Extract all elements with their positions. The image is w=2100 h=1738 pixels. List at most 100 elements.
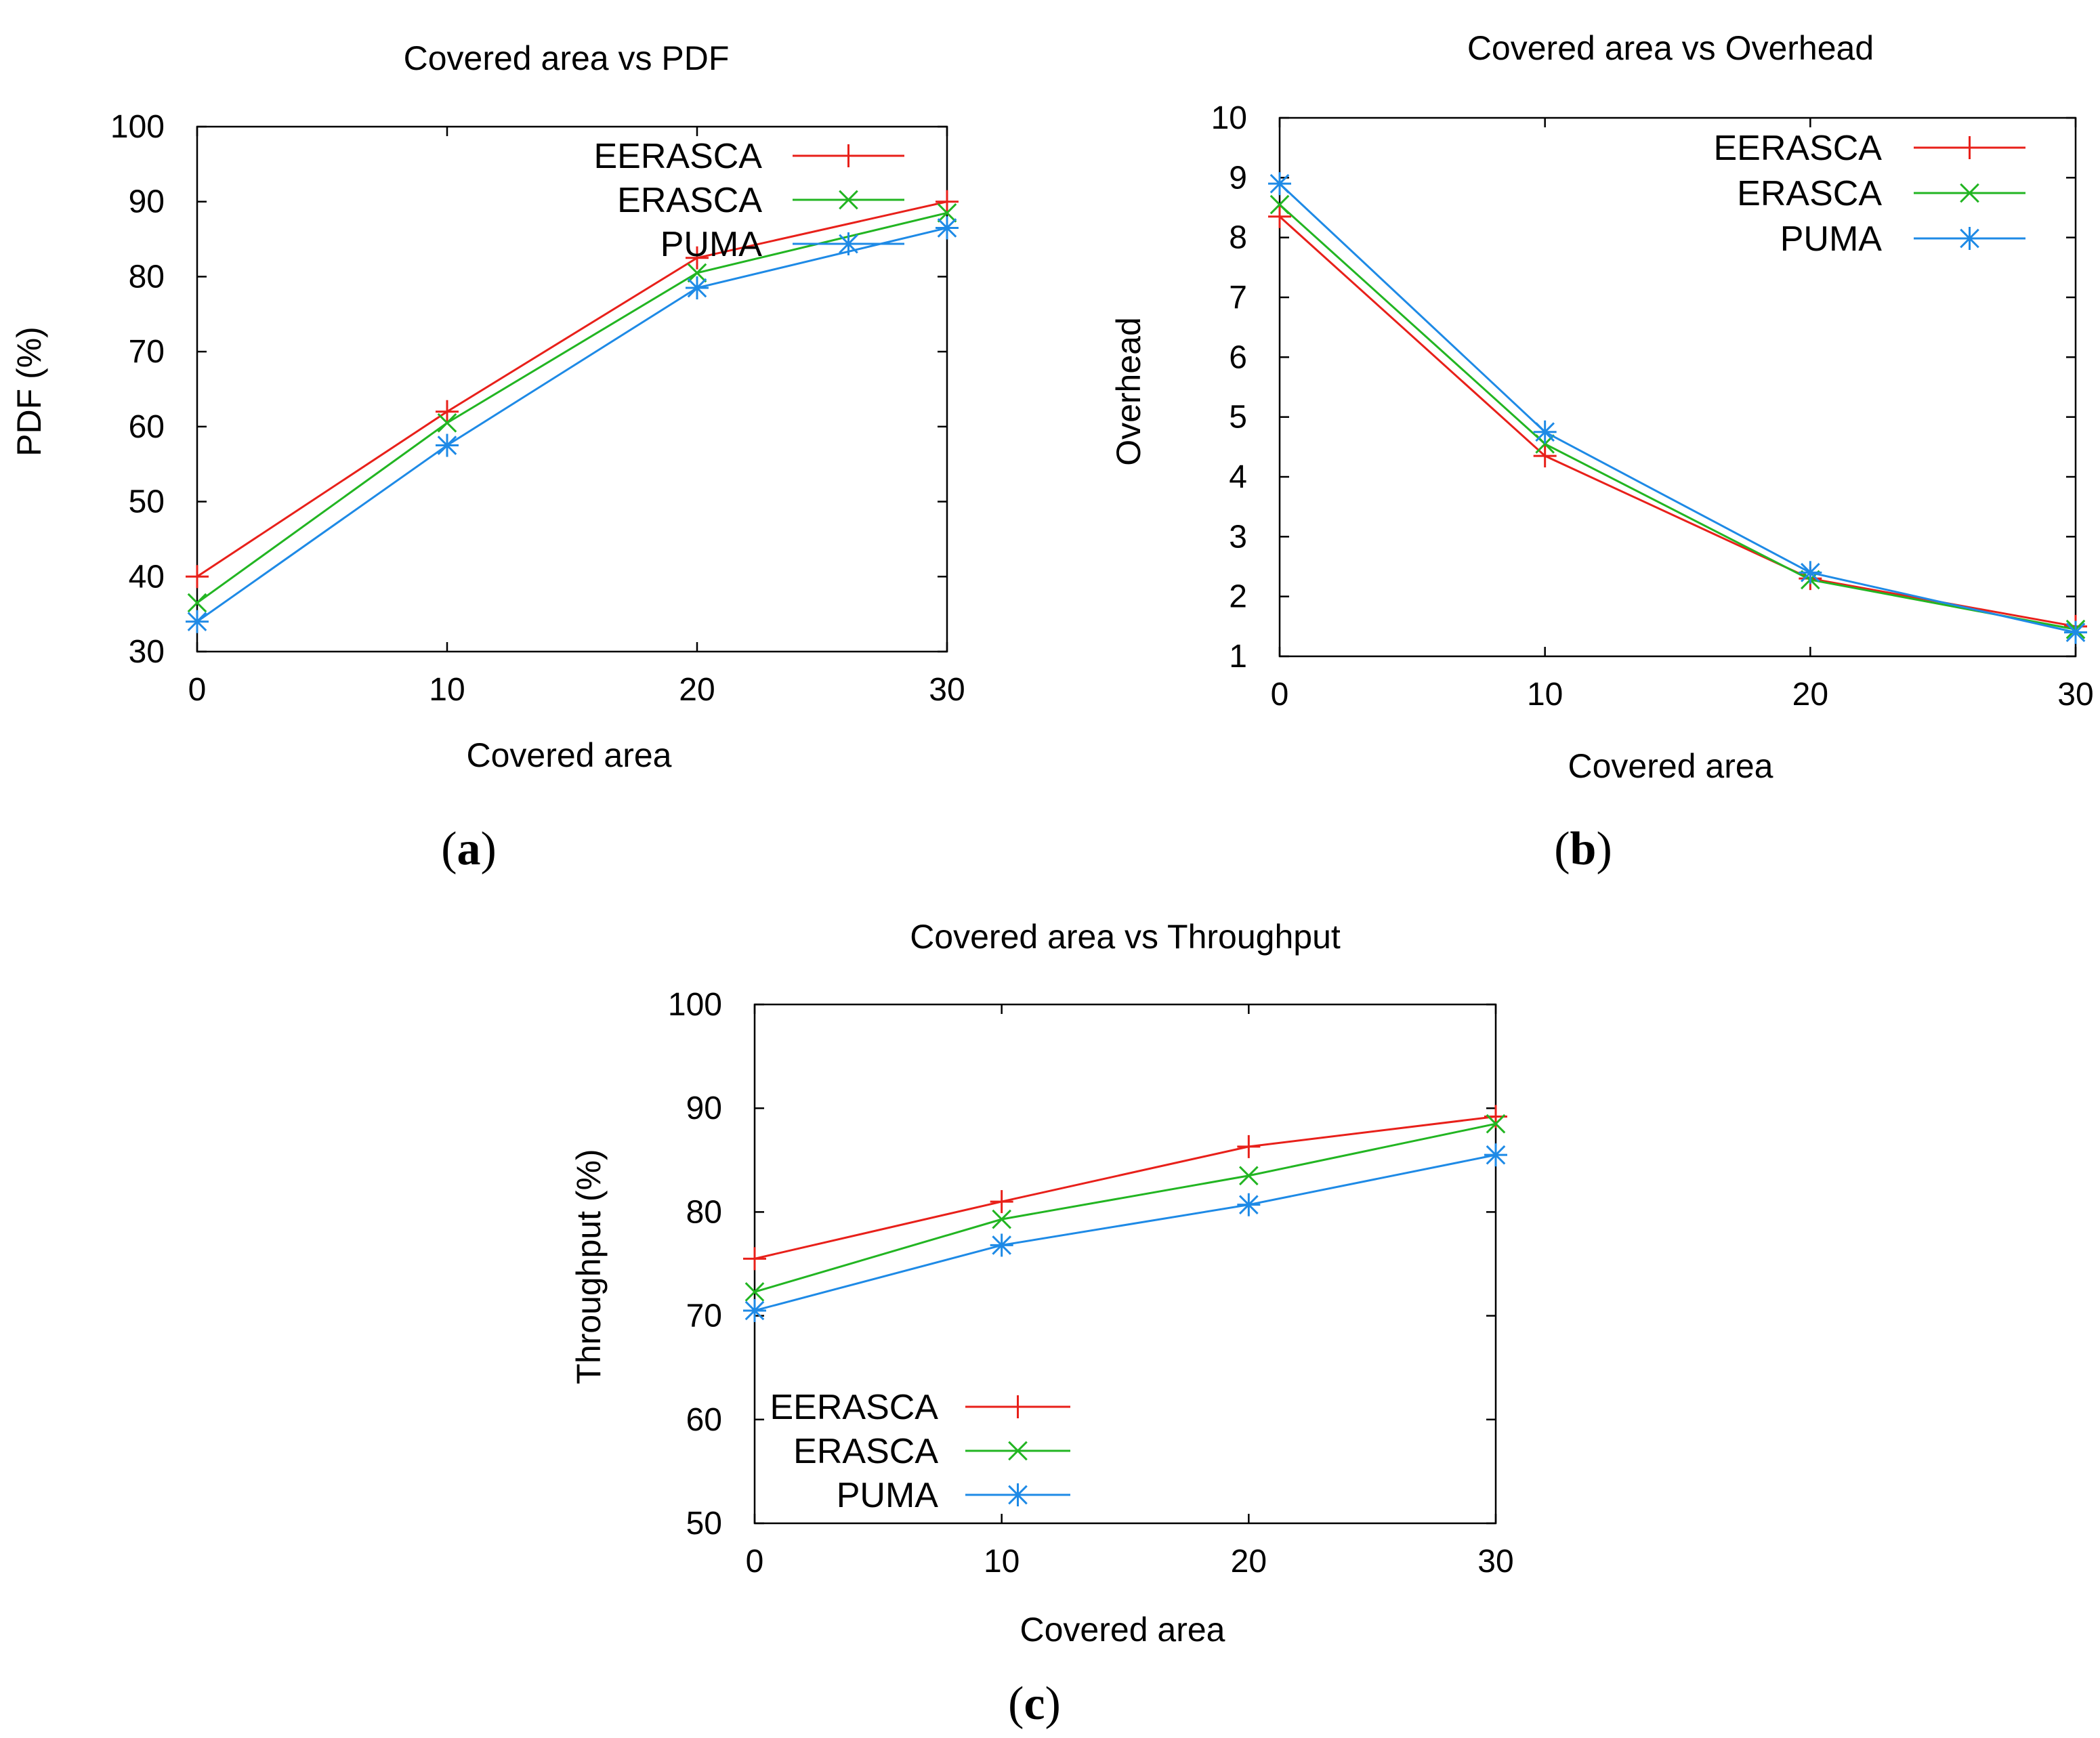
chart-b-legend: EERASCA ERASCA PUMA bbox=[1713, 129, 2025, 259]
chart-a-puma-point bbox=[936, 216, 959, 240]
chart-a-legend-marker-eerasca bbox=[837, 144, 860, 167]
chart-a-puma-point bbox=[686, 276, 709, 300]
chart-b-y-tick-label: 4 bbox=[1229, 459, 1247, 495]
chart-a-erasca-point bbox=[187, 593, 207, 613]
chart-b-y-tick-label: 3 bbox=[1229, 519, 1247, 555]
chart-a-y-tick-label: 80 bbox=[129, 259, 165, 295]
panel-b-caption: (b) bbox=[1554, 823, 1612, 875]
chart-c-series-eerasca-line bbox=[754, 1115, 1496, 1260]
chart-a-x-tick-label: 30 bbox=[929, 672, 965, 708]
chart-b-y-axis-label: Overhead bbox=[1110, 317, 1148, 466]
chart-a-series-eerasca-line bbox=[196, 200, 948, 578]
chart-c-puma-point bbox=[990, 1233, 1013, 1257]
chart-a-y-tick-label: 40 bbox=[129, 559, 165, 595]
panel-b-caption-letter: b bbox=[1570, 823, 1597, 875]
chart-a-legend-marker-puma bbox=[837, 232, 860, 255]
chart-a-legend: EERASCA ERASCA PUMA bbox=[593, 137, 904, 264]
chart-a-title: Covered area vs PDF bbox=[404, 39, 730, 77]
chart-a-y-tick-label: 100 bbox=[110, 109, 165, 145]
chart-c-legend-item-eerasca: EERASCA bbox=[770, 1388, 1070, 1427]
chart-b-puma-point bbox=[1533, 420, 1557, 444]
chart-a-y-tick-label: 30 bbox=[129, 634, 165, 670]
chart-c-legend-marker-eerasca bbox=[1006, 1395, 1030, 1418]
chart-b-y-tick-label: 8 bbox=[1229, 220, 1247, 256]
panel-a: Covered area vs PDF 0 10 20 30 30 40 50 60 70 80 9… bbox=[10, 39, 965, 875]
chart-a-eerasca-point bbox=[686, 246, 709, 270]
chart-b-y-tick-label: 9 bbox=[1229, 160, 1247, 196]
panel-a-caption-letter: a bbox=[457, 823, 481, 875]
chart-c-y-axis-label: Throughput (%) bbox=[570, 1149, 608, 1384]
chart-b-series bbox=[1268, 172, 2087, 644]
chart-a-eerasca-point bbox=[186, 565, 209, 589]
chart-b-series-erasca-line bbox=[1278, 203, 2076, 631]
chart-b-y-tick-label: 1 bbox=[1229, 639, 1247, 675]
chart-a-y-tick-label: 60 bbox=[129, 409, 165, 445]
chart-a-y-tick-label: 70 bbox=[129, 334, 165, 370]
panel-c-caption-letter: c bbox=[1024, 1678, 1045, 1730]
chart-b-erasca-point bbox=[1269, 194, 1290, 215]
chart-c-y-tick-label: 50 bbox=[686, 1506, 722, 1542]
chart-c-legend-marker-puma bbox=[1006, 1483, 1030, 1506]
chart-c-axes: 0 10 20 30 50 60 70 80 90 100 bbox=[668, 987, 1514, 1580]
chart-b-legend-label-eerasca: EERASCA bbox=[1713, 129, 1882, 168]
chart-c-erasca-point bbox=[744, 1282, 765, 1302]
panel-a-caption: (a) bbox=[441, 823, 497, 875]
chart-b-x-tick-label: 30 bbox=[2057, 677, 2093, 713]
chart-a-puma-point bbox=[436, 433, 459, 457]
chart-b-legend-label-erasca: ERASCA bbox=[1737, 174, 1882, 213]
chart-b-legend-item-eerasca: EERASCA bbox=[1713, 129, 2025, 168]
chart-c-erasca-point bbox=[1486, 1114, 1506, 1134]
chart-c-x-tick-label: 20 bbox=[1231, 1544, 1267, 1580]
chart-c-puma-point bbox=[1484, 1143, 1507, 1167]
chart-a-legend-label-erasca: ERASCA bbox=[617, 181, 762, 220]
panel-c-caption-open: ( bbox=[1008, 1678, 1024, 1730]
chart-b-x-tick-label: 0 bbox=[1271, 677, 1289, 713]
chart-c-x-tick-label: 30 bbox=[1477, 1544, 1513, 1580]
chart-c-series-erasca-line bbox=[754, 1122, 1496, 1293]
chart-a-series bbox=[186, 190, 959, 633]
chart-b-y-tick-label: 6 bbox=[1229, 339, 1247, 375]
chart-b-puma-point bbox=[2064, 620, 2087, 644]
chart-c-y-tick-label: 100 bbox=[668, 987, 722, 1023]
chart-b-y-tick-label: 2 bbox=[1229, 579, 1247, 615]
chart-a-x-tick-label: 0 bbox=[188, 672, 207, 708]
chart-a-x-tick-label: 10 bbox=[429, 672, 465, 708]
chart-c-legend-marker-erasca bbox=[1008, 1441, 1028, 1461]
chart-b-legend-item-puma: PUMA bbox=[1780, 219, 2025, 259]
chart-a-legend-label-puma: PUMA bbox=[660, 225, 763, 264]
chart-b-series-eerasca-line bbox=[1278, 215, 2076, 628]
chart-a-erasca-point bbox=[437, 413, 457, 433]
chart-c-title: Covered area vs Throughput bbox=[910, 918, 1341, 956]
chart-c-legend: EERASCA ERASCA PUMA bbox=[770, 1388, 1070, 1515]
chart-b-legend-marker-puma bbox=[1958, 227, 1981, 250]
chart-c-y-tick-label: 60 bbox=[686, 1402, 722, 1438]
chart-a-puma-point bbox=[186, 610, 209, 633]
chart-b-plot-frame bbox=[1278, 116, 2077, 658]
chart-a-y-tick-label: 50 bbox=[129, 484, 165, 520]
chart-a-series-erasca-line bbox=[196, 211, 948, 604]
chart-a-legend-label-eerasca: EERASCA bbox=[593, 137, 762, 176]
chart-b-series-puma-line bbox=[1278, 183, 2076, 634]
chart-c-x-tick-label: 10 bbox=[984, 1544, 1020, 1580]
chart-c-y-tick-label: 80 bbox=[686, 1194, 722, 1230]
chart-b-legend-item-erasca: ERASCA bbox=[1737, 174, 2025, 213]
chart-c-y-tick-label: 90 bbox=[686, 1090, 722, 1126]
chart-c-series-puma-line bbox=[754, 1153, 1496, 1312]
chart-a-erasca-point bbox=[937, 203, 957, 223]
chart-b-legend-label-puma: PUMA bbox=[1780, 219, 1883, 259]
chart-a-x-axis-label: Covered area bbox=[467, 736, 672, 774]
panel-c-caption: (c) bbox=[1008, 1678, 1061, 1730]
chart-b-puma-point bbox=[1268, 172, 1291, 196]
chart-b-y-tick-label: 10 bbox=[1211, 100, 1247, 136]
chart-a-series-puma-line bbox=[196, 227, 948, 622]
panel-c-caption-close: ) bbox=[1045, 1678, 1061, 1730]
panel-b-caption-close: ) bbox=[1596, 823, 1612, 875]
chart-c-eerasca-point bbox=[990, 1190, 1013, 1214]
chart-b-title: Covered area vs Overhead bbox=[1467, 29, 1874, 67]
panel-a-caption-open: ( bbox=[441, 823, 457, 875]
chart-c-erasca-point bbox=[1239, 1166, 1259, 1186]
chart-a-eerasca-point bbox=[436, 400, 459, 423]
chart-c-erasca-point bbox=[992, 1209, 1011, 1229]
chart-a-plot-frame bbox=[196, 125, 948, 653]
chart-c-eerasca-point bbox=[1237, 1135, 1261, 1158]
